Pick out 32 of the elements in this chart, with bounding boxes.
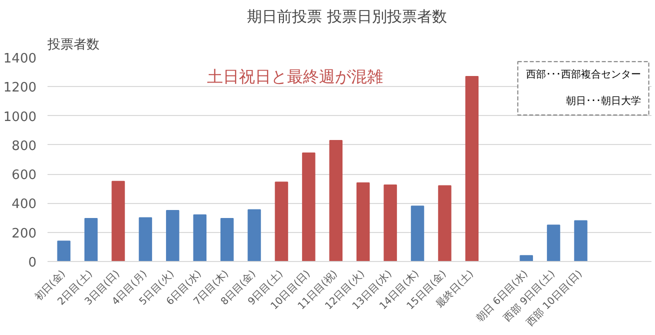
y-tick-label: 800 — [12, 138, 37, 154]
bar — [84, 218, 98, 262]
y-tick-label: 1400 — [3, 52, 37, 66]
bar — [356, 182, 370, 262]
y-tick-label: 600 — [12, 168, 37, 184]
bar — [193, 214, 206, 262]
bar — [138, 217, 152, 262]
y-tick-label: 1200 — [3, 80, 37, 96]
y-tick-label: 1000 — [3, 110, 37, 125]
annotation: 朝日･･･朝日大学 — [566, 94, 641, 107]
annotation: 西部･･･西部複合センター — [526, 68, 641, 81]
y-tick-label: 200 — [12, 226, 37, 242]
bar — [302, 152, 316, 262]
annotation: 土日祝日と最終週が混雑 — [207, 67, 384, 86]
bar — [574, 220, 588, 262]
bar — [166, 210, 180, 262]
bar — [384, 184, 397, 262]
bar — [57, 240, 70, 262]
bar — [220, 218, 234, 262]
bar — [274, 182, 288, 262]
y-axis-title: 投票者数 — [46, 38, 100, 52]
bar — [410, 206, 424, 262]
bar — [329, 140, 343, 262]
y-tick-label: 400 — [12, 197, 37, 212]
y-tick-label: 0 — [28, 256, 37, 270]
bar — [438, 185, 452, 262]
chart-title: 期日前投票 投票日別投票者数 — [247, 8, 448, 26]
bar — [465, 76, 479, 262]
bar — [546, 224, 560, 262]
bar — [248, 209, 261, 262]
bar — [112, 180, 125, 262]
bar — [520, 255, 533, 262]
